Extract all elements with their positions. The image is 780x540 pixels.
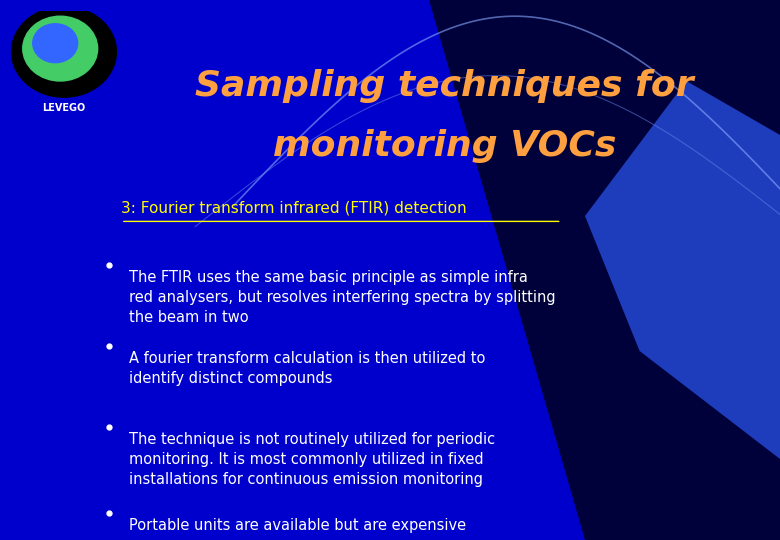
Circle shape [23, 16, 98, 81]
Text: A fourier transform calculation is then utilized to
identify distinct compounds: A fourier transform calculation is then … [129, 351, 485, 386]
Text: Portable units are available but are expensive: Portable units are available but are exp… [129, 518, 466, 534]
Circle shape [12, 6, 116, 97]
Polygon shape [585, 81, 780, 459]
Text: 3: Fourier transform infrared (FTIR) detection: 3: Fourier transform infrared (FTIR) det… [121, 200, 466, 215]
Text: The FTIR uses the same basic principle as simple infra
red analysers, but resolv: The FTIR uses the same basic principle a… [129, 270, 555, 325]
Text: Sampling techniques for: Sampling techniques for [195, 70, 694, 103]
Text: monitoring VOCs: monitoring VOCs [273, 129, 616, 163]
Polygon shape [429, 0, 780, 540]
Text: The technique is not routinely utilized for periodic
monitoring. It is most comm: The technique is not routinely utilized … [129, 432, 495, 487]
Circle shape [33, 24, 78, 63]
Text: LEVEGO: LEVEGO [42, 103, 86, 113]
